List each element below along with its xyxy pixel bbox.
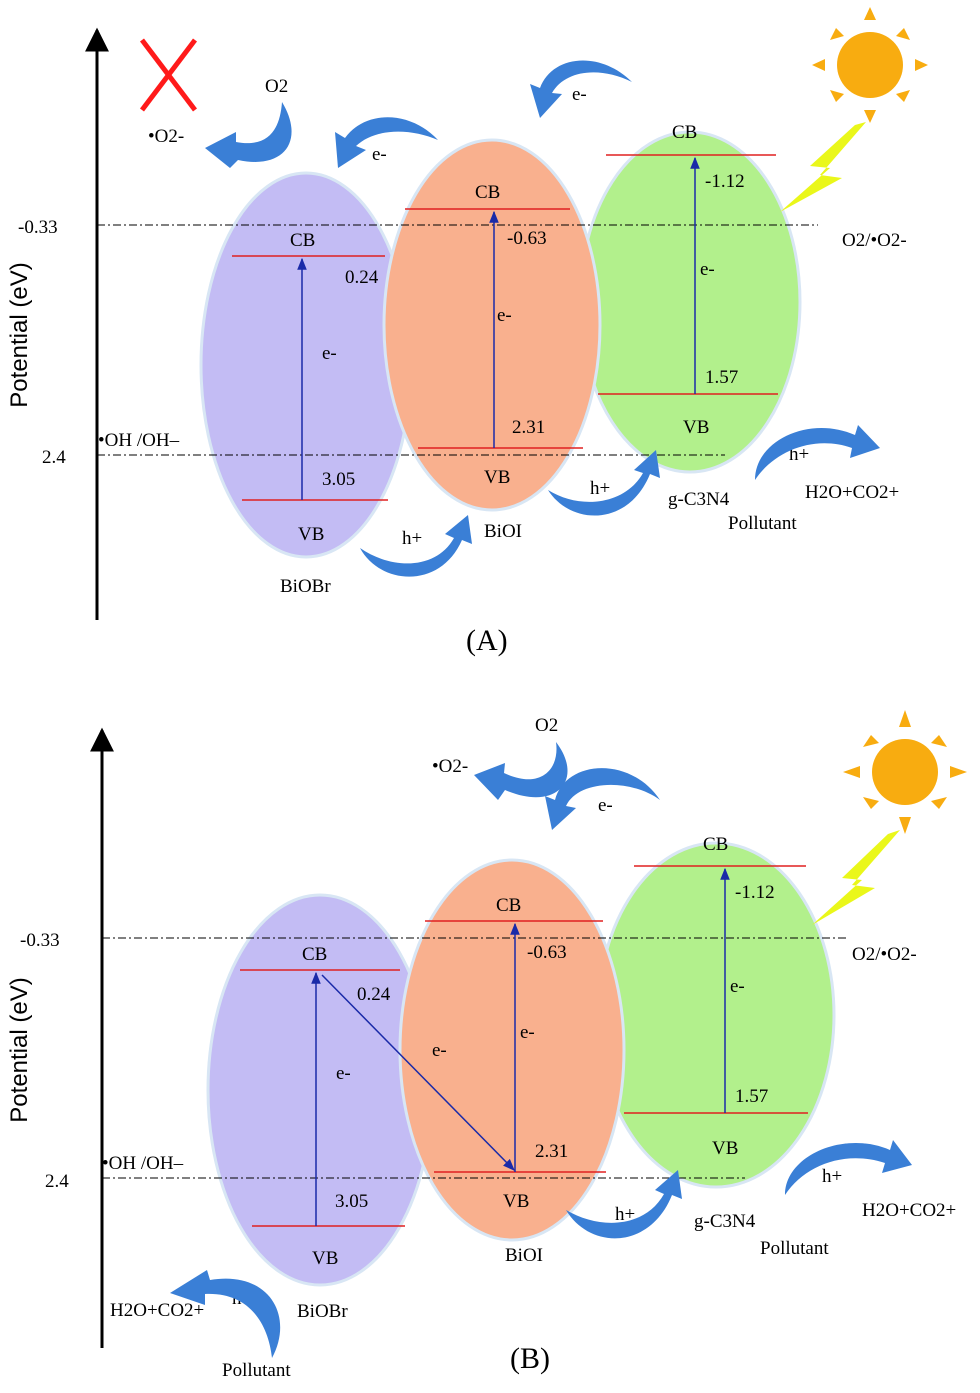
superoxide-label-b: •O2- (432, 756, 468, 777)
curved-arrow-icon (566, 1170, 682, 1239)
ref-label-o2-a: O2/•O2- (842, 230, 907, 251)
curved-arrow-icon (170, 1270, 281, 1358)
bioi-cb-value-a: -0.63 (507, 228, 547, 249)
bioi-name-a: BiOI (484, 521, 522, 542)
curved-arrow-icon (335, 117, 438, 168)
tick-label-b-24: 2.4 (45, 1171, 69, 1192)
transfer-electron-label-b: e- (432, 1040, 447, 1061)
products-label-a: H2O+CO2+ (805, 482, 899, 503)
bioi-cb-label-b: CB (496, 895, 521, 916)
tick-label-b-033: -0.33 (20, 930, 60, 951)
gcn-cb-label-b: CB (703, 834, 728, 855)
ref-label-o2-b: O2/•O2- (852, 944, 917, 965)
ref-label-oh-a: •OH /OH– (98, 430, 180, 451)
biobr-vb-value-a: 3.05 (322, 469, 355, 490)
o2-label-b: O2 (535, 715, 558, 736)
bioi-vb-value-a: 2.31 (512, 417, 545, 438)
biobr-cb-label-b: CB (302, 944, 327, 965)
bioi-vb-label-a: VB (484, 467, 510, 488)
bioi-vb-value-b: 2.31 (535, 1141, 568, 1162)
hole-transfer-label-a2: h+ (590, 478, 610, 499)
gcn-vb-value-a: 1.57 (705, 367, 738, 388)
panel-label-a: (A) (466, 624, 508, 657)
gcn-electron-label-b: e- (730, 976, 745, 997)
panel-b: Potential (eV) -0.33 2.4 CB 0.24 e- 3.05… (6, 710, 967, 1381)
ref-label-oh-b: •OH /OH– (102, 1153, 184, 1174)
bioi-ellipse-a (382, 138, 602, 512)
tick-label-a-24: 2.4 (42, 447, 66, 468)
o2-label-a: O2 (265, 76, 288, 97)
curved-arrow-icon (530, 60, 632, 118)
biobr-cb-value-b: 0.24 (357, 984, 391, 1005)
bioi-electron-label-a: e- (497, 305, 512, 326)
curved-arrow-icon (548, 450, 660, 516)
lightning-icon (780, 122, 866, 212)
biobr-vb-label-b: VB (312, 1248, 338, 1269)
curved-arrow-icon (785, 1140, 912, 1195)
z-scheme-transfer-arrow (321, 974, 515, 1171)
bioi-name-b: BiOI (505, 1245, 543, 1266)
bioi-cb-value-b: -0.63 (527, 942, 567, 963)
gcn-cb-value-a: -1.12 (705, 171, 745, 192)
gcn-electron-label-a: e- (700, 259, 715, 280)
bioi-cb-label-a: CB (475, 182, 500, 203)
tick-label-a-033: -0.33 (18, 217, 58, 238)
panel-label-b: (B) (510, 1342, 550, 1375)
panel-a: Potential (eV) -0.33 2.4 CB 0.24 e- 3.05… (6, 7, 928, 657)
biobr-vb-value-b: 3.05 (335, 1191, 368, 1212)
biobr-electron-label-a: e- (322, 343, 337, 364)
electron-transfer-label-a1: e- (372, 144, 387, 165)
cross-icon (140, 38, 197, 112)
gcn-cb-label-a: CB (672, 122, 697, 143)
gcn-ellipse-b (596, 841, 836, 1189)
gcn-vb-label-a: VB (683, 417, 709, 438)
curved-arrow-icon (545, 768, 660, 830)
biobr-name-a: BiOBr (280, 576, 331, 597)
pollutant-label-b-gcn: Pollutant (760, 1238, 829, 1259)
hole-label-a3: h+ (789, 444, 809, 465)
biobr-name-b: BiOBr (297, 1301, 348, 1322)
hole-transfer-label-b: h+ (615, 1204, 635, 1225)
sun-icon (812, 7, 928, 123)
pollutant-label-b-biobr: Pollutant (222, 1360, 291, 1381)
gcn-vb-value-b: 1.57 (735, 1086, 768, 1107)
lightning-icon (812, 830, 900, 925)
curved-arrow-icon (474, 742, 568, 800)
sun-icon (843, 710, 967, 834)
y-axis-title-a: Potential (eV) (6, 262, 33, 407)
electron-transfer-label-b: e- (598, 795, 613, 816)
superoxide-label-a: •O2- (148, 126, 184, 147)
electron-transfer-label-a2: e- (572, 84, 587, 105)
curved-arrow-icon (205, 102, 292, 168)
products-label-b-gcn: H2O+CO2+ (862, 1200, 956, 1221)
y-axis-title-b: Potential (eV) (6, 977, 33, 1122)
pollutant-label-a: Pollutant (728, 513, 797, 534)
gcn-name-b: g-C3N4 (694, 1211, 756, 1232)
gcn-name-a: g-C3N4 (668, 489, 730, 510)
biobr-cb-value-a: 0.24 (345, 267, 379, 288)
biobr-electron-label-b: e- (336, 1063, 351, 1084)
hole-transfer-label-a1: h+ (402, 528, 422, 549)
biobr-vb-label-a: VB (298, 524, 324, 545)
bioi-electron-label-b: e- (520, 1022, 535, 1043)
gcn-cb-value-b: -1.12 (735, 882, 775, 903)
curved-arrow-icon (360, 515, 472, 577)
products-label-b-biobr: H2O+CO2+ (110, 1300, 204, 1321)
hole-label-b-gcn: h+ (822, 1166, 842, 1187)
gcn-vb-label-b: VB (712, 1138, 738, 1159)
biobr-cb-label-a: CB (290, 230, 315, 251)
bioi-ellipse-b (398, 858, 626, 1242)
bioi-vb-label-b: VB (503, 1191, 529, 1212)
curved-arrow-icon (755, 425, 880, 480)
